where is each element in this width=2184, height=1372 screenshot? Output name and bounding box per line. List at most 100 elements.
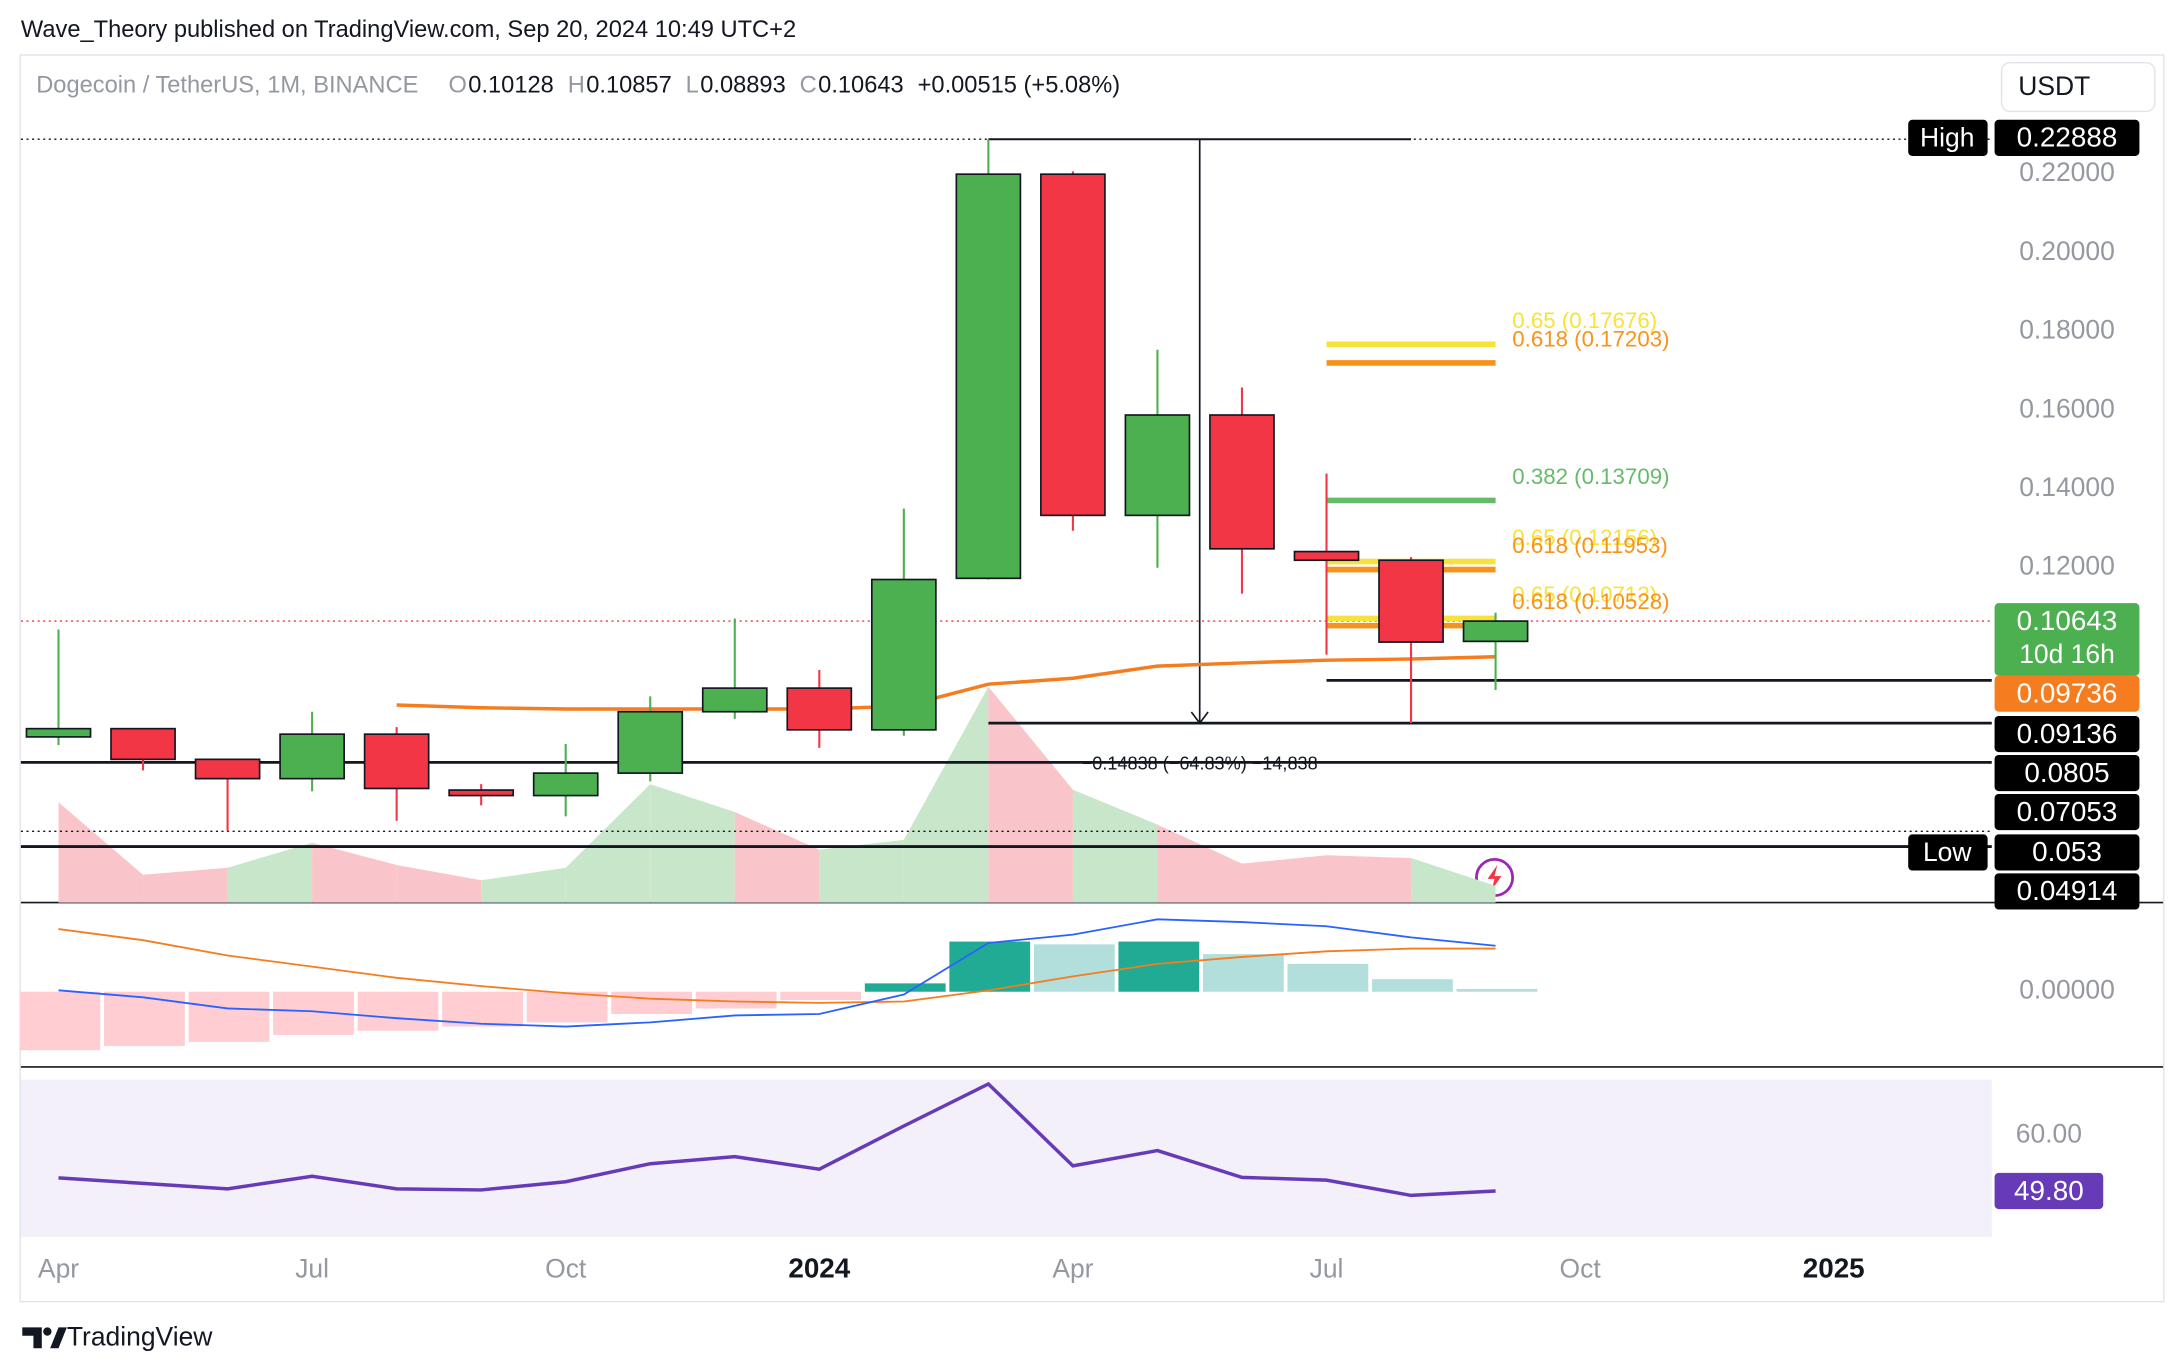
volume-area: [227, 842, 313, 903]
macd-bar: [780, 991, 862, 1001]
measure-label: −0.14838 (−64.83%) −14,838: [1082, 754, 1318, 774]
y-tick-label: 0.12000: [2019, 551, 2115, 581]
volume-area: [650, 784, 735, 903]
footer-brand: TradingView: [67, 1322, 213, 1352]
price-label-box: [1994, 603, 2140, 676]
macd-bar: [1372, 979, 1453, 992]
price-tag-box: [1908, 834, 1988, 871]
price-label: 0.09736: [2017, 677, 2118, 708]
candle-body: [1378, 559, 1444, 643]
macd-bar: [1202, 954, 1284, 992]
price-label-box: [1994, 834, 2140, 871]
alert-bolt[interactable]: [1487, 864, 1502, 891]
fib-label: 0.618 (0.11953): [1512, 533, 1668, 558]
candle-body: [1462, 620, 1529, 643]
volume-area: [1411, 858, 1496, 903]
price-label-box: [1994, 793, 2140, 831]
x-tick-label: Oct: [1560, 1253, 1602, 1283]
logo-mark: [22, 1327, 42, 1349]
ohlc-key: C: [800, 73, 817, 99]
macd-bar: [695, 991, 777, 1009]
price-label-box: [1994, 873, 2140, 910]
measure-arrow-head: [1190, 711, 1209, 725]
price-label: 0.04914: [2017, 875, 2118, 906]
volume-area: [903, 686, 989, 903]
macd-bar: [1118, 941, 1200, 992]
macd-line: [58, 918, 1496, 1028]
fib-label: 0.65 (0.17676): [1512, 308, 1657, 333]
currency-button[interactable]: [2000, 61, 2156, 113]
candle-body: [955, 173, 1022, 580]
price-tag: High: [1920, 122, 1974, 152]
currency-label[interactable]: USDT: [2018, 71, 2090, 101]
volume-area: [734, 812, 820, 903]
candle-body: [110, 727, 176, 761]
volume-area: [143, 867, 228, 903]
ohlc-value: 0.10128: [468, 73, 554, 99]
candle-body: [194, 758, 261, 780]
moving-average: [396, 655, 1496, 711]
logo-mark: [43, 1327, 52, 1336]
x-tick-label: Apr: [38, 1253, 79, 1283]
candle-body: [1124, 414, 1191, 517]
candle-body: [363, 733, 430, 790]
chart-frame: [19, 54, 2165, 1303]
candle-body: [25, 727, 92, 738]
x-tick-label: Apr: [1052, 1253, 1093, 1283]
price-label: 0.10643: [2017, 605, 2118, 636]
rsi-value-label: 49.80: [2014, 1175, 2084, 1206]
ohlc-value: 0.08893: [700, 73, 786, 99]
price-label: 0.07053: [2017, 796, 2118, 827]
price-label: 0.0805: [2024, 757, 2109, 788]
macd-bar: [526, 991, 608, 1023]
price-label-box: [1994, 675, 2140, 712]
change-value: +0.00515 (+5.08%): [918, 73, 1121, 99]
price-label: 0.22888: [2017, 122, 2118, 153]
volume-area: [481, 867, 566, 903]
macd-bar: [188, 991, 270, 1042]
fib-label: 0.618 (0.17203): [1512, 327, 1669, 352]
candle-body: [1040, 173, 1106, 517]
y-tick-label: 0.14000: [2019, 472, 2115, 502]
volume-area: [58, 802, 144, 903]
volume-area: [396, 864, 482, 903]
fib-label: 0.65 (0.12156): [1512, 525, 1657, 550]
macd-bar: [357, 991, 439, 1031]
fib-label: 0.618 (0.10528): [1512, 589, 1669, 614]
rsi-value-box: [1994, 1172, 2104, 1210]
logo-mark: [50, 1327, 67, 1349]
price-label-box: [1994, 119, 2140, 157]
x-tick-label: Oct: [545, 1253, 587, 1283]
candle-body: [532, 772, 599, 797]
signal-line: [58, 928, 1496, 1004]
tv-logo: [22, 1327, 67, 1349]
ohlc-key: L: [686, 73, 699, 99]
macd-bar: [949, 941, 1031, 992]
x-tick-label: 2024: [788, 1253, 850, 1284]
volume-area: [565, 784, 651, 903]
macd-tick-label: 0.00000: [2019, 975, 2115, 1005]
macd-bar: [442, 991, 523, 1027]
countdown-label: 10d 16h: [2019, 639, 2115, 669]
candle-body: [786, 687, 853, 731]
rsi-line: [58, 1081, 1496, 1198]
macd-bar: [1456, 988, 1538, 992]
price-tag-box: [1908, 119, 1988, 157]
rsi-tick-label: 60.00: [2016, 1118, 2082, 1148]
macd-bar: [864, 983, 946, 992]
volume-area: [1241, 855, 1327, 903]
candle-body: [279, 733, 345, 780]
price-label: 0.053: [2032, 836, 2102, 867]
candle-body: [448, 789, 515, 797]
fib-label: 0.382 (0.13709): [1512, 464, 1669, 489]
symbol-label: Dogecoin / TetherUS, 1M, BINANCE: [36, 73, 418, 99]
macd-bar: [1287, 963, 1369, 992]
publisher-line: Wave_Theory published on TradingView.com…: [21, 17, 796, 43]
volume-area: [312, 842, 397, 903]
volume-area: [1157, 824, 1242, 903]
candle-body: [1293, 550, 1360, 562]
y-tick-label: 0.16000: [2019, 393, 2115, 423]
candle-body: [701, 687, 768, 713]
